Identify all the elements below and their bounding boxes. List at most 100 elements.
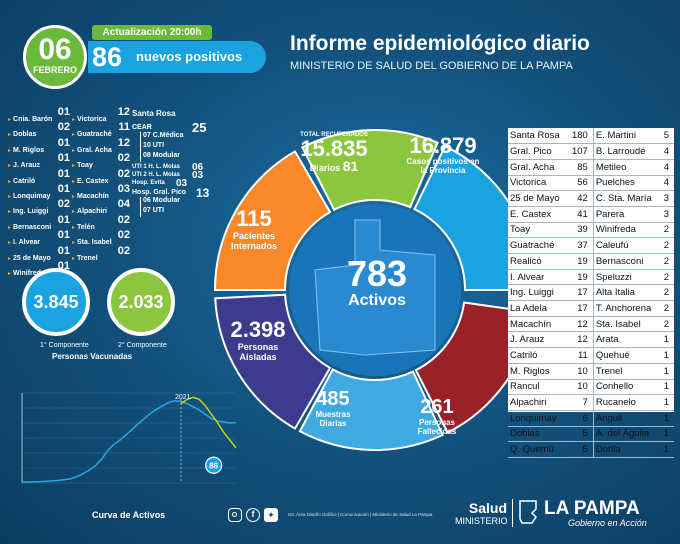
arrow-icon: ▸ <box>72 224 76 231</box>
table-cell-locality: Victorica <box>508 175 568 192</box>
update-time: Actualización 20:00h <box>92 25 212 40</box>
table-row: Alpachiri 7 Rucanelo 1 <box>508 394 674 411</box>
footer-divider <box>512 499 513 527</box>
uti2-label: UTI 2 H. L. Molas <box>132 172 181 178</box>
table-cell-locality: E. Castex <box>508 206 568 223</box>
vaccine-second-value: 2.033 <box>118 292 164 312</box>
positives-label: Casos positivos en la Provincia <box>406 157 480 175</box>
table-row: Macachín 12 Sta. Isabel 2 <box>508 316 674 333</box>
table-cell-locality: Ing. Luiggi <box>508 284 568 302</box>
recovered-label: TOTAL RECUPERADOS <box>300 132 368 138</box>
sub-row-value: 07 <box>143 132 151 139</box>
facebook-icon[interactable]: f <box>246 508 260 522</box>
arrow-icon: ▸ <box>8 270 12 277</box>
locality-value: 12 <box>117 136 130 149</box>
cases-by-locality-table: Santa Rosa 180 E. Martini 5 Gral. Pico 107 B. … <box>508 128 674 458</box>
locality-row: ▸ Toay 02 <box>72 152 130 169</box>
locality-name: Lonquimay <box>13 192 51 200</box>
locality-row: ▸ Victorica 12 <box>72 106 130 123</box>
table-cell-count: 12 <box>567 316 594 333</box>
province-map-icon <box>314 219 436 356</box>
salud-text: Salud <box>468 500 507 516</box>
table-cell-locality: Rucanelo <box>592 394 661 411</box>
table-cell-locality: C. Sta. María <box>592 190 661 207</box>
table-row: I. Alvear 19 Speluzzi 2 <box>508 269 674 286</box>
table-cell-locality: E. Martini <box>592 128 661 145</box>
table-cell-count: 5 <box>567 441 594 458</box>
locality-name: I. Alvear <box>13 239 40 247</box>
table-cell-locality: Quehué <box>592 347 661 364</box>
table-cell-count: 1 <box>660 363 674 380</box>
locality-value: 02 <box>57 121 70 134</box>
credits: DG Área Diseño Gráfico | Comunicación | … <box>288 512 433 517</box>
locality-value: 01 <box>57 229 70 242</box>
locality-row: ▸ M. Riglos 01 <box>8 137 70 154</box>
table-row: Q. Quemú 5 Dorila 1 <box>508 441 674 458</box>
table-cell-count: 7 <box>567 394 594 411</box>
positives-block: 16.879 Casos positivos en la Provincia <box>393 133 493 176</box>
table-cell-locality: A. del Águila <box>592 426 661 443</box>
locality-name: Alpachiri <box>77 208 107 216</box>
page-subtitle: MINISTERIO DE SALUD DEL GOBIERNO DE LA P… <box>290 60 573 72</box>
deceased-block: 261 Personas Fallecidas <box>402 396 472 436</box>
locality-row: ▸ Doblas 02 <box>8 121 70 138</box>
hospitalized-value: 115 <box>236 206 272 231</box>
arrow-icon: ▸ <box>8 255 12 262</box>
locality-row: ▸ E. Castex 02 <box>72 168 130 185</box>
table-cell-count: 2 <box>660 284 674 302</box>
table-cell-locality: Doblas <box>508 426 568 443</box>
arrow-icon: ▸ <box>8 209 12 216</box>
locality-value: 02 <box>57 198 70 211</box>
sub-row-label: Modular <box>150 197 180 204</box>
localities-column-2: ▸ Victorica 12 ▸ Guatraché 11 ▸ Gral. Acha 12 ▸ To… <box>72 106 130 262</box>
evita-value: 03 <box>176 178 188 189</box>
table-cell-count: 1 <box>660 347 674 364</box>
table-row: Catriló 11 Quehué 1 <box>508 347 674 364</box>
table-cell-count: 41 <box>567 206 594 223</box>
instagram-icon[interactable] <box>228 508 242 522</box>
table-row: Gral. Pico 107 B. Larroudé 4 <box>508 143 674 160</box>
positives-value: 16.879 <box>409 133 477 158</box>
gral-pico-label: Hosp. Gral. Pico <box>132 189 187 196</box>
arrow-icon: ▸ <box>72 255 76 262</box>
locality-name: Ing. Luiggi <box>13 208 49 216</box>
uti1-label: UTI 1 H. L. Molas <box>132 164 181 170</box>
table-cell-count: 5 <box>567 426 594 443</box>
active-block: 783 Activos <box>322 256 432 310</box>
segment-samples <box>298 368 444 451</box>
locality-value: 01 <box>57 106 70 118</box>
uti1-value: 06 <box>192 162 204 173</box>
table-row: Doblas 5 A. del Águila 1 <box>508 426 674 443</box>
locality-name: E. Castex <box>77 177 109 185</box>
locality-value: 02 <box>117 229 130 242</box>
deceased-value: 261 <box>420 396 454 418</box>
sub-row-value: 06 <box>143 197 151 204</box>
table-cell-locality: Alta Italia <box>592 284 661 302</box>
table-cell-count: 10 <box>567 363 594 380</box>
hospitalized-block: 115 Pacientes Internados <box>218 206 290 252</box>
table-cell-locality: Dorila <box>592 441 661 458</box>
locality-name: Victorica <box>77 116 107 123</box>
locality-row: ▸ 25 de Mayo 01 <box>8 245 70 262</box>
locality-value: 01 <box>57 152 70 165</box>
table-cell-locality: Trenel <box>592 363 661 380</box>
twitter-icon[interactable]: ✦ <box>264 508 278 522</box>
locality-value: 12 <box>117 106 130 118</box>
chart-series-line-2 <box>180 396 237 449</box>
date-day: 06 <box>38 33 72 66</box>
recovered-value: 15.835 <box>300 136 368 161</box>
vaccine-first-value: 3.845 <box>33 292 79 312</box>
gral-pico-value: 13 <box>196 186 210 200</box>
chart-series-line-1 <box>22 399 237 483</box>
sub-row-label: UTI <box>150 142 165 149</box>
table-cell-locality: 25 de Mayo <box>508 190 568 207</box>
table-cell-count: 1 <box>660 394 674 411</box>
locality-row: ▸ Alpachiri 04 <box>72 198 130 216</box>
table-cell-locality: La Adela <box>508 300 568 317</box>
arrow-icon: ▸ <box>8 224 12 231</box>
table-row: Gral. Acha 85 Metileo 4 <box>508 159 674 176</box>
table-row: E. Castex 41 Parera 3 <box>508 206 674 223</box>
table-cell-count: 4 <box>660 175 674 192</box>
table-cell-count: 1 <box>660 410 674 427</box>
table-cell-locality: Q. Quemú <box>508 441 568 458</box>
